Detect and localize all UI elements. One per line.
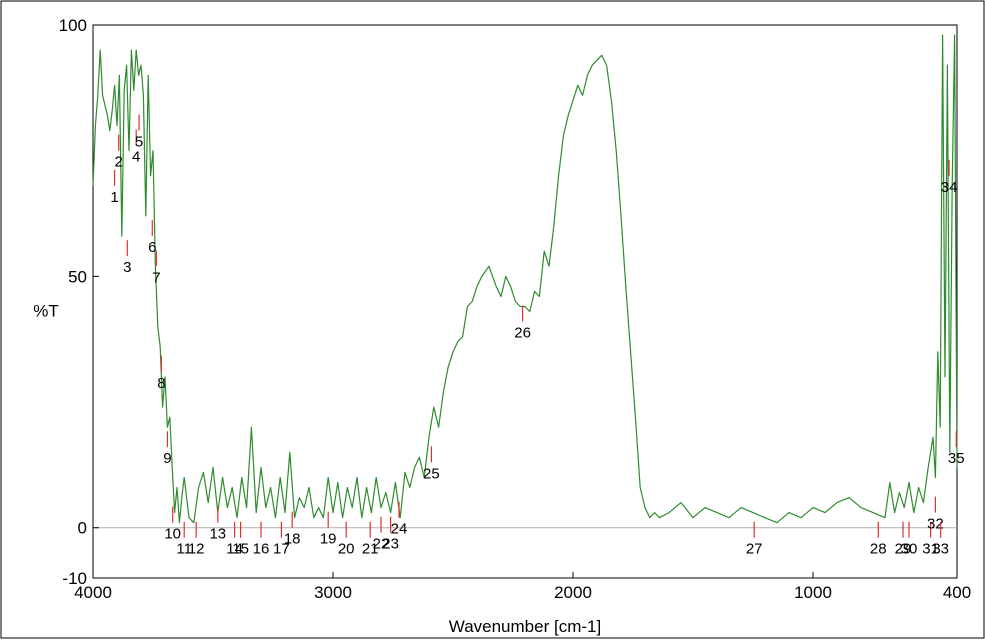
peak-label: 30 bbox=[901, 541, 918, 558]
peak-label: 14 bbox=[226, 541, 243, 558]
peak-label: 28 bbox=[870, 541, 887, 558]
x-tick-label: 400 bbox=[943, 583, 971, 602]
peak-label: 4 bbox=[132, 149, 140, 166]
peak-label: 3 bbox=[123, 259, 131, 276]
peak-label: 35 bbox=[948, 450, 965, 467]
peak-label: 29 bbox=[895, 541, 912, 558]
peak-label: 17 bbox=[273, 541, 290, 558]
peak-label: 32 bbox=[927, 516, 944, 533]
peak-label: 2 bbox=[115, 154, 123, 171]
plot-frame bbox=[92, 24, 958, 579]
peak-label: 6 bbox=[148, 239, 156, 256]
peak-label: 25 bbox=[423, 465, 440, 482]
peak-label: 9 bbox=[163, 450, 171, 467]
peak-label: 12 bbox=[188, 541, 205, 558]
spectrum-line bbox=[92, 34, 958, 524]
y-tick-label: 100 bbox=[59, 16, 87, 35]
x-tick-label: 3000 bbox=[314, 583, 352, 602]
x-axis-title: Wavenumber [cm-1] bbox=[449, 617, 601, 636]
peak-label: 24 bbox=[391, 521, 408, 538]
peak-label: 31 bbox=[922, 541, 939, 558]
peak-label: 16 bbox=[253, 541, 270, 558]
peak-label: 26 bbox=[514, 325, 531, 342]
peak-label: 15 bbox=[232, 541, 249, 558]
peak-label: 33 bbox=[932, 541, 949, 558]
peak-label: 1 bbox=[110, 189, 118, 206]
peak-label: 5 bbox=[135, 134, 143, 151]
peak-label: 7 bbox=[152, 269, 160, 286]
peak-label: 27 bbox=[746, 541, 763, 558]
y-tick-label: -10 bbox=[62, 569, 87, 588]
peak-label: 23 bbox=[382, 536, 399, 553]
peak-label: 18 bbox=[284, 531, 301, 548]
x-tick-label: 4000 bbox=[74, 583, 112, 602]
peak-label: 10 bbox=[164, 526, 181, 543]
y-axis-title: %T bbox=[33, 301, 59, 320]
peak-label: 34 bbox=[941, 179, 958, 196]
peak-label: 13 bbox=[209, 526, 226, 543]
peak-label: 22 bbox=[373, 536, 390, 553]
peak-label: 20 bbox=[338, 541, 355, 558]
peak-label: 8 bbox=[157, 375, 165, 392]
x-tick-label: 1000 bbox=[794, 583, 832, 602]
x-tick-label: 2000 bbox=[554, 583, 592, 602]
y-tick-label: 50 bbox=[68, 267, 87, 286]
y-tick-label: 0 bbox=[78, 519, 87, 538]
peak-label: 19 bbox=[320, 531, 337, 548]
peak-label: 11 bbox=[176, 541, 192, 558]
peak-label: 21 bbox=[362, 541, 379, 558]
